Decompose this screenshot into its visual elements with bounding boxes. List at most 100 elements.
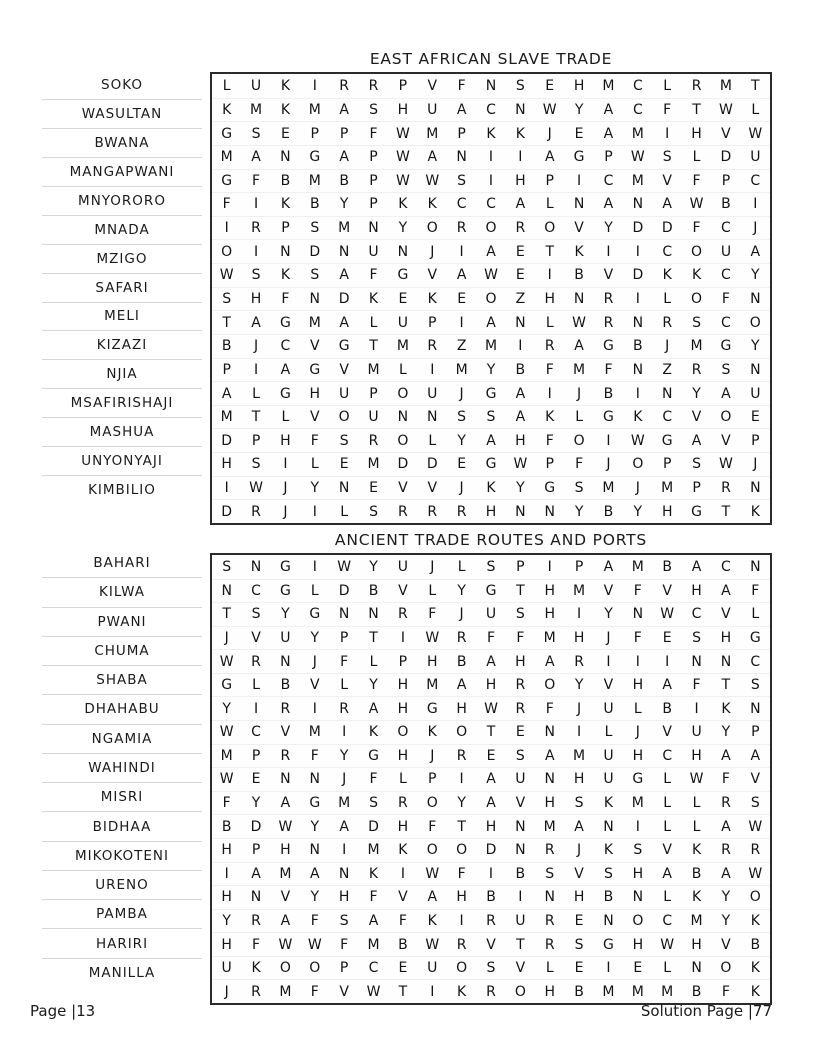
grid-cell: J [535,121,565,145]
grid-cell: L [388,767,418,791]
grid-cell: C [681,602,712,626]
grid-cell: I [300,499,330,523]
grid-cell: T [446,814,477,838]
grid-cell: P [388,649,418,673]
grid-cell: S [358,790,389,815]
grid-cell: A [535,649,565,673]
grid-cell: F [358,263,389,287]
grid-cell: Y [564,97,594,122]
grid-cell: M [241,97,271,122]
grid-cell: E [241,767,271,791]
grid-cell: S [329,428,359,452]
grid-cell: V [241,625,271,650]
grid-cell: V [270,720,301,744]
grid-cell: C [446,192,477,216]
grid-cell: A [270,790,301,815]
grid-cell: W [358,979,389,1003]
grid-cell: F [740,578,770,603]
grid-cell: R [446,625,477,650]
grid-cell: A [358,696,389,720]
grid-cell: Y [505,475,536,500]
grid-cell: M [300,168,330,193]
grid-cell: S [446,404,477,429]
grid-cell: A [300,861,330,886]
grid-cell: D [212,428,242,452]
solution-page-reference: Solution Page |77 [640,1002,772,1020]
grid-cell: F [329,932,359,956]
grid-cell: M [593,475,624,500]
grid-cell: C [241,720,271,744]
grid-cell: I [446,310,477,334]
grid-cell: P [593,144,624,169]
grid-cell: U [212,955,242,980]
grid-cell: N [681,649,712,673]
grid-cell: O [740,310,770,334]
grid-cell: V [505,955,536,980]
grid-cell: U [593,767,624,791]
grid-cell: G [300,144,330,169]
grid-cell: R [241,908,271,933]
grid-cell: G [593,333,624,358]
grid-cell: N [329,475,359,500]
grid-cell: C [652,908,682,933]
word-list-item: HARIRI [42,929,202,959]
grid-cell: H [564,885,594,909]
grid-cell: N [593,814,624,838]
grid-cell: I [593,649,624,673]
grid-cell: W [711,97,741,122]
grid-cell: B [270,168,301,193]
grid-cell: B [711,192,741,216]
grid-cell: A [476,310,506,334]
grid-cell: S [505,602,536,626]
grid-cell: N [740,357,770,382]
grid-cell: T [535,239,565,263]
grid-cell: B [593,499,624,523]
grid-cell: R [535,837,565,862]
grid-cell: P [535,168,565,193]
grid-cell: N [300,286,330,311]
grid-cell: V [652,578,682,603]
grid-cell: D [358,814,389,838]
grid-cell: D [300,239,330,263]
grid-cell: A [711,381,741,405]
grid-cell: H [681,743,712,768]
grid-cell: J [270,475,301,500]
grid-cell: G [212,672,242,697]
grid-cell: A [681,428,712,452]
grid-cell: V [329,979,359,1003]
grid-cell: L [535,310,565,334]
word-list-item: NJIA [42,360,202,390]
grid-cell: H [564,625,594,650]
grid-cell: G [279,558,291,575]
grid-cell: N [681,955,712,980]
grid-cell: N [652,381,682,405]
grid-cell: M [623,168,653,193]
grid-cell: B [623,333,653,358]
grid-cell: P [711,168,741,193]
grid-cell: K [388,192,418,216]
grid-cell: P [329,625,359,650]
grid-cell: N [358,215,389,240]
grid-cell: I [212,475,242,500]
grid-cell: T [388,979,418,1003]
grid-cell: V [417,475,447,500]
grid-cell: M [417,121,447,145]
grid-cell: N [623,357,653,382]
word-list-item: SAFARI [42,274,202,303]
grid-cell: I [476,861,506,886]
grid-cell: A [212,381,242,405]
grid-cell: G [270,310,301,334]
grid-cell: L [623,696,653,720]
grid-cell: V [505,790,536,815]
grid-cell: C [476,192,506,216]
grid-cell: H [388,672,418,697]
grid-cell: P [212,357,242,382]
grid-cell: C [241,578,271,603]
word-list-item: SOKO [42,71,202,100]
grid-cell: S [681,452,712,476]
grid-cell: O [417,215,447,240]
grid-cell: H [476,499,506,523]
grid-cell: F [535,428,565,452]
grid-cell: L [652,767,682,791]
grid-cell: C [358,955,389,980]
